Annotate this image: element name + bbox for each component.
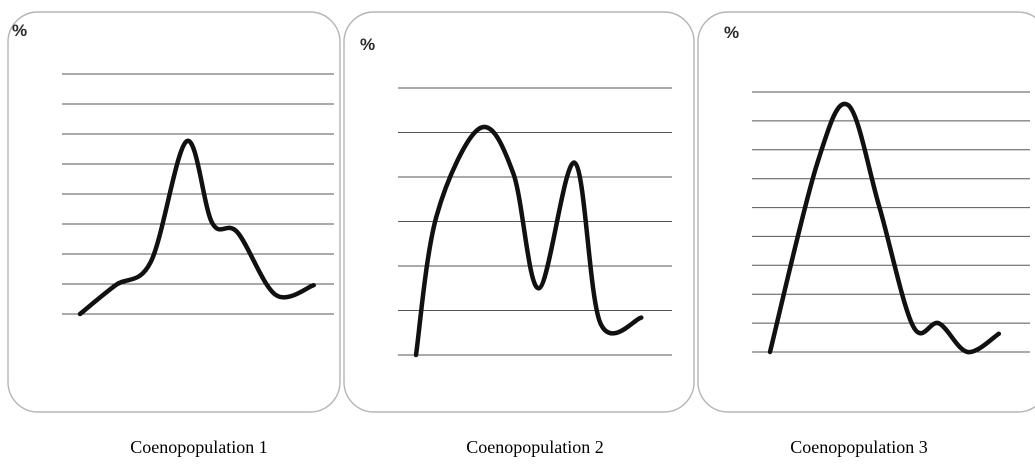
panel-2-border xyxy=(343,11,695,413)
panel-3-y-label: % xyxy=(724,23,739,42)
panel-2-curve xyxy=(413,124,644,358)
chart-panel-2: % xyxy=(343,11,695,413)
panel-1-y-label: % xyxy=(12,21,27,40)
panel-1-border xyxy=(7,11,341,413)
panel-1-gridlines xyxy=(62,73,334,315)
panel-3-border xyxy=(697,11,1035,413)
chart-panel-3: % xyxy=(697,11,1035,413)
panel-2-y-label: % xyxy=(360,35,375,54)
chart-panel-1: % xyxy=(7,11,341,413)
panel-3-gridlines xyxy=(752,91,1030,353)
caption-2: Coenopopulation 2 xyxy=(466,437,604,457)
panel-1-curve xyxy=(77,138,316,317)
panel-2-gridlines xyxy=(398,87,672,356)
caption-1: Coenopopulation 1 xyxy=(130,437,268,457)
caption-3: Coenopopulation 3 xyxy=(790,437,928,457)
panel-3-curve xyxy=(767,101,1002,355)
